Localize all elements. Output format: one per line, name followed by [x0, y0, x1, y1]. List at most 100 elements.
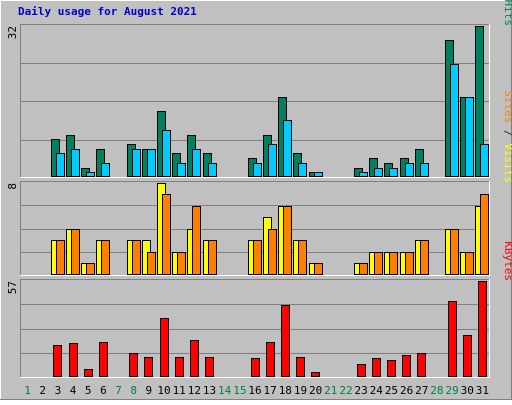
- bar-kbytes-day-24: [372, 358, 381, 377]
- bar-kbytes-day-25: [387, 360, 396, 377]
- x-tick-label: 25: [385, 384, 398, 397]
- bar-files-day-9: [147, 149, 156, 177]
- bar-kbytes-day-26: [402, 355, 411, 377]
- bar-kbytes-day-16: [251, 358, 260, 377]
- bar-sites-day-26: [405, 252, 414, 275]
- bar-files-day-13: [208, 163, 217, 177]
- bar-files-day-4: [71, 149, 80, 177]
- x-tick-label: 7: [115, 384, 122, 397]
- bar-files-day-5: [86, 172, 95, 177]
- x-tick-label: 8: [130, 384, 137, 397]
- bar-kbytes-day-23: [357, 364, 366, 377]
- panel-visits-sites: 8 Sites / Visits: [6, 90, 512, 276]
- bar-files-day-12: [192, 149, 201, 177]
- bar-files-day-8: [132, 149, 141, 177]
- x-tick-label: 15: [233, 384, 246, 397]
- x-tick-label: 31: [476, 384, 489, 397]
- x-tick-label: 9: [146, 384, 153, 397]
- bar-kbytes-day-12: [190, 340, 199, 377]
- bar-kbytes-day-3: [53, 345, 62, 377]
- x-axis-labels: 1 2 3 4 5 6 7 8 9 10 11 12 13 14 15 16 17 18 19 20 21 22 23 24 2…: [24, 384, 489, 397]
- x-tick-label: 10: [157, 384, 170, 397]
- bar-files-day-19: [298, 163, 307, 177]
- bar-sites-day-3: [56, 240, 65, 275]
- panel-kbytes: 57 KBytes: [6, 241, 512, 378]
- x-tick-label: 16: [248, 384, 261, 397]
- x-tick-label: 1: [24, 384, 31, 397]
- bar-sites-day-10: [162, 194, 171, 275]
- series-files: [56, 64, 489, 177]
- bar-hits-day-24: [369, 158, 378, 177]
- legend-part: Visits: [502, 143, 512, 183]
- scale-max-label: 57: [6, 281, 19, 294]
- bar-sites-day-17: [268, 229, 277, 275]
- bar-sites-day-5: [86, 263, 95, 275]
- bar-kbytes-day-10: [160, 318, 169, 377]
- bar-sites-day-8: [132, 240, 141, 275]
- bar-files-day-6: [101, 163, 110, 177]
- bar-sites-day-20: [314, 263, 323, 275]
- x-tick-label: 29: [445, 384, 458, 397]
- bar-sites-day-18: [283, 206, 292, 275]
- bar-kbytes-day-30: [463, 335, 472, 377]
- scale-max-label: 32: [6, 26, 19, 39]
- x-tick-label: 21: [324, 384, 337, 397]
- panel-hits-files-pages: 32 Pages / Files / Hits: [6, 0, 512, 178]
- x-tick-label: 11: [173, 384, 186, 397]
- x-tick-label: 2: [39, 384, 46, 397]
- bar-files-day-29: [450, 64, 459, 177]
- bar-files-day-30: [465, 97, 474, 177]
- bar-sites-day-19: [298, 240, 307, 275]
- bar-sites-day-4: [71, 229, 80, 275]
- x-tick-label: 20: [309, 384, 322, 397]
- bar-kbytes-day-29: [448, 301, 457, 377]
- x-tick-label: 14: [218, 384, 232, 397]
- bar-kbytes-day-20: [311, 372, 320, 377]
- scale-max-label: 8: [6, 183, 19, 190]
- bar-files-day-10: [162, 130, 171, 177]
- bar-files-day-3: [56, 153, 65, 177]
- x-tick-label: 12: [188, 384, 201, 397]
- bar-sites-day-6: [101, 240, 110, 275]
- x-tick-label: 6: [100, 384, 107, 397]
- x-tick-label: 17: [264, 384, 277, 397]
- bar-sites-day-9: [147, 252, 156, 275]
- bar-sites-day-11: [177, 252, 186, 275]
- bar-files-day-11: [177, 163, 186, 177]
- x-tick-label: 4: [70, 384, 77, 397]
- bar-kbytes-day-11: [175, 357, 184, 377]
- bar-kbytes-day-27: [417, 353, 426, 377]
- x-tick-label: 3: [55, 384, 62, 397]
- bar-sites-day-24: [374, 252, 383, 275]
- bar-sites-day-13: [208, 240, 217, 275]
- bar-sites-day-12: [192, 206, 201, 275]
- bar-files-day-17: [268, 144, 277, 177]
- x-tick-label: 30: [461, 384, 474, 397]
- bar-kbytes-day-8: [129, 353, 138, 377]
- bar-hits-day-31: [475, 26, 484, 177]
- bar-files-day-25: [389, 168, 398, 177]
- bar-kbytes-day-18: [281, 305, 290, 377]
- x-tick-label: 22: [339, 384, 352, 397]
- bar-kbytes-day-13: [205, 357, 214, 377]
- legend-part: Sites: [502, 90, 512, 123]
- bar-kbytes-day-17: [266, 342, 275, 377]
- x-tick-label: 23: [355, 384, 368, 397]
- x-tick-label: 19: [294, 384, 307, 397]
- legend-part: /: [502, 123, 512, 143]
- bar-kbytes-day-19: [296, 357, 305, 377]
- x-tick-label: 27: [415, 384, 428, 397]
- bar-kbytes-day-6: [99, 342, 108, 377]
- x-tick-label: 5: [85, 384, 92, 397]
- chart-panels: 32 Pages / Files / Hits 8 Sites / Visits 57 K…: [6, 0, 512, 378]
- bar-files-day-31: [480, 144, 489, 177]
- panel-legend-label: Sites / Visits: [502, 90, 512, 183]
- x-tick-label: 24: [370, 384, 384, 397]
- bar-kbytes-day-5: [84, 369, 93, 377]
- bar-files-day-24: [374, 168, 383, 177]
- panel-legend-label: KBytes: [502, 241, 512, 281]
- bar-sites-day-30: [465, 252, 474, 275]
- bar-files-day-20: [314, 172, 323, 177]
